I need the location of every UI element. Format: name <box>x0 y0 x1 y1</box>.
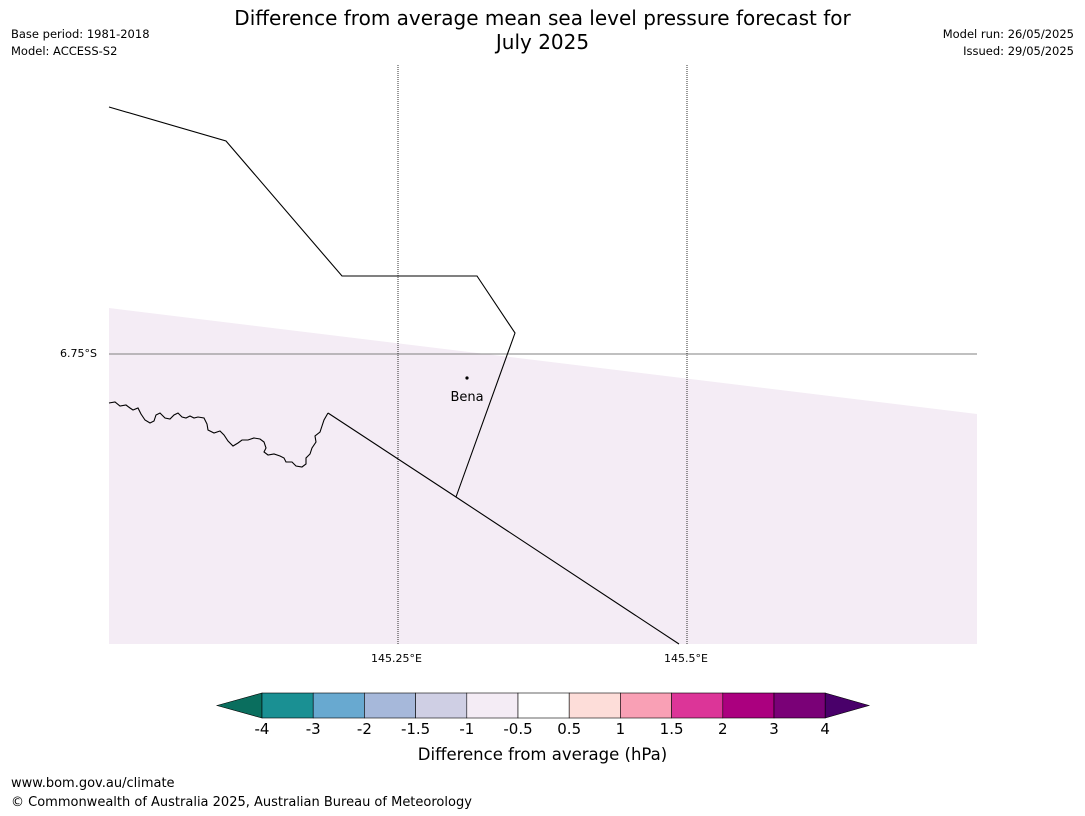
bena-label: Bena <box>450 390 483 405</box>
title-line-2: July 2025 <box>495 30 590 54</box>
colorbar-tick-label: -1.5 <box>400 720 431 738</box>
colorbar-segment <box>568 692 621 719</box>
colorbar-tick-label: -3 <box>305 720 321 738</box>
colorbar-segment <box>517 692 570 719</box>
issued-text: Issued: 29/05/2025 <box>963 44 1074 58</box>
colorbar-segment <box>620 692 672 719</box>
colorbar-tick-label: 1.5 <box>659 720 684 738</box>
boundary-line-south <box>327 412 680 645</box>
colorbar <box>215 692 871 719</box>
anomaly-shading <box>109 308 977 644</box>
colorbar-extend-left <box>215 692 263 719</box>
colorbar-tick-label: 4 <box>820 720 830 738</box>
colorbar-segment <box>466 692 519 719</box>
title-line-1: Difference from average mean sea level p… <box>234 6 851 30</box>
colorbar-tick-label: 1 <box>615 720 626 738</box>
model-run-text: Model run: 26/05/2025 <box>942 27 1074 41</box>
bena-marker <box>465 376 469 380</box>
colorbar-segment <box>312 692 365 719</box>
colorbar-segment <box>722 692 775 719</box>
colorbar-extend-right <box>824 692 871 719</box>
meta-right: Model run: 26/05/2025 Issued: 29/05/2025 <box>943 26 1074 60</box>
lat-label: 6.75°S <box>60 347 97 360</box>
map-title: Difference from average mean sea level p… <box>0 6 1085 54</box>
boundary-line-north <box>108 106 516 498</box>
lon-label-1: 145.25°E <box>371 652 422 665</box>
colorbar-tick-label: -0.5 <box>503 720 533 738</box>
model-text: Model: ACCESS-S2 <box>11 44 118 58</box>
colorbar-segment <box>415 692 468 719</box>
meta-left: Base period: 1981-2018 Model: ACCESS-S2 <box>11 26 150 60</box>
coastline <box>108 401 329 468</box>
colorbar-segment <box>773 692 826 719</box>
footer-url: www.bom.gov.au/climate <box>11 776 175 791</box>
footer-copyright: © Commonwealth of Australia 2025, Austra… <box>11 795 472 810</box>
colorbar-segment <box>364 692 416 719</box>
colorbar-segment <box>671 692 724 719</box>
colorbar-tick-label: 2 <box>718 720 728 738</box>
base-period-text: Base period: 1981-2018 <box>11 27 150 41</box>
colorbar-tick-label: 3 <box>769 720 779 738</box>
colorbar-tick-label: -1 <box>459 720 475 738</box>
colorbar-segment <box>261 692 314 719</box>
colorbar-tick-label: -2 <box>356 720 372 738</box>
colorbar-title: Difference from average (hPa) <box>417 745 668 764</box>
colorbar-tick-label: -4 <box>254 720 270 738</box>
lon-label-2: 145.5°E <box>664 652 708 665</box>
colorbar-tick-label: 0.5 <box>557 720 582 738</box>
